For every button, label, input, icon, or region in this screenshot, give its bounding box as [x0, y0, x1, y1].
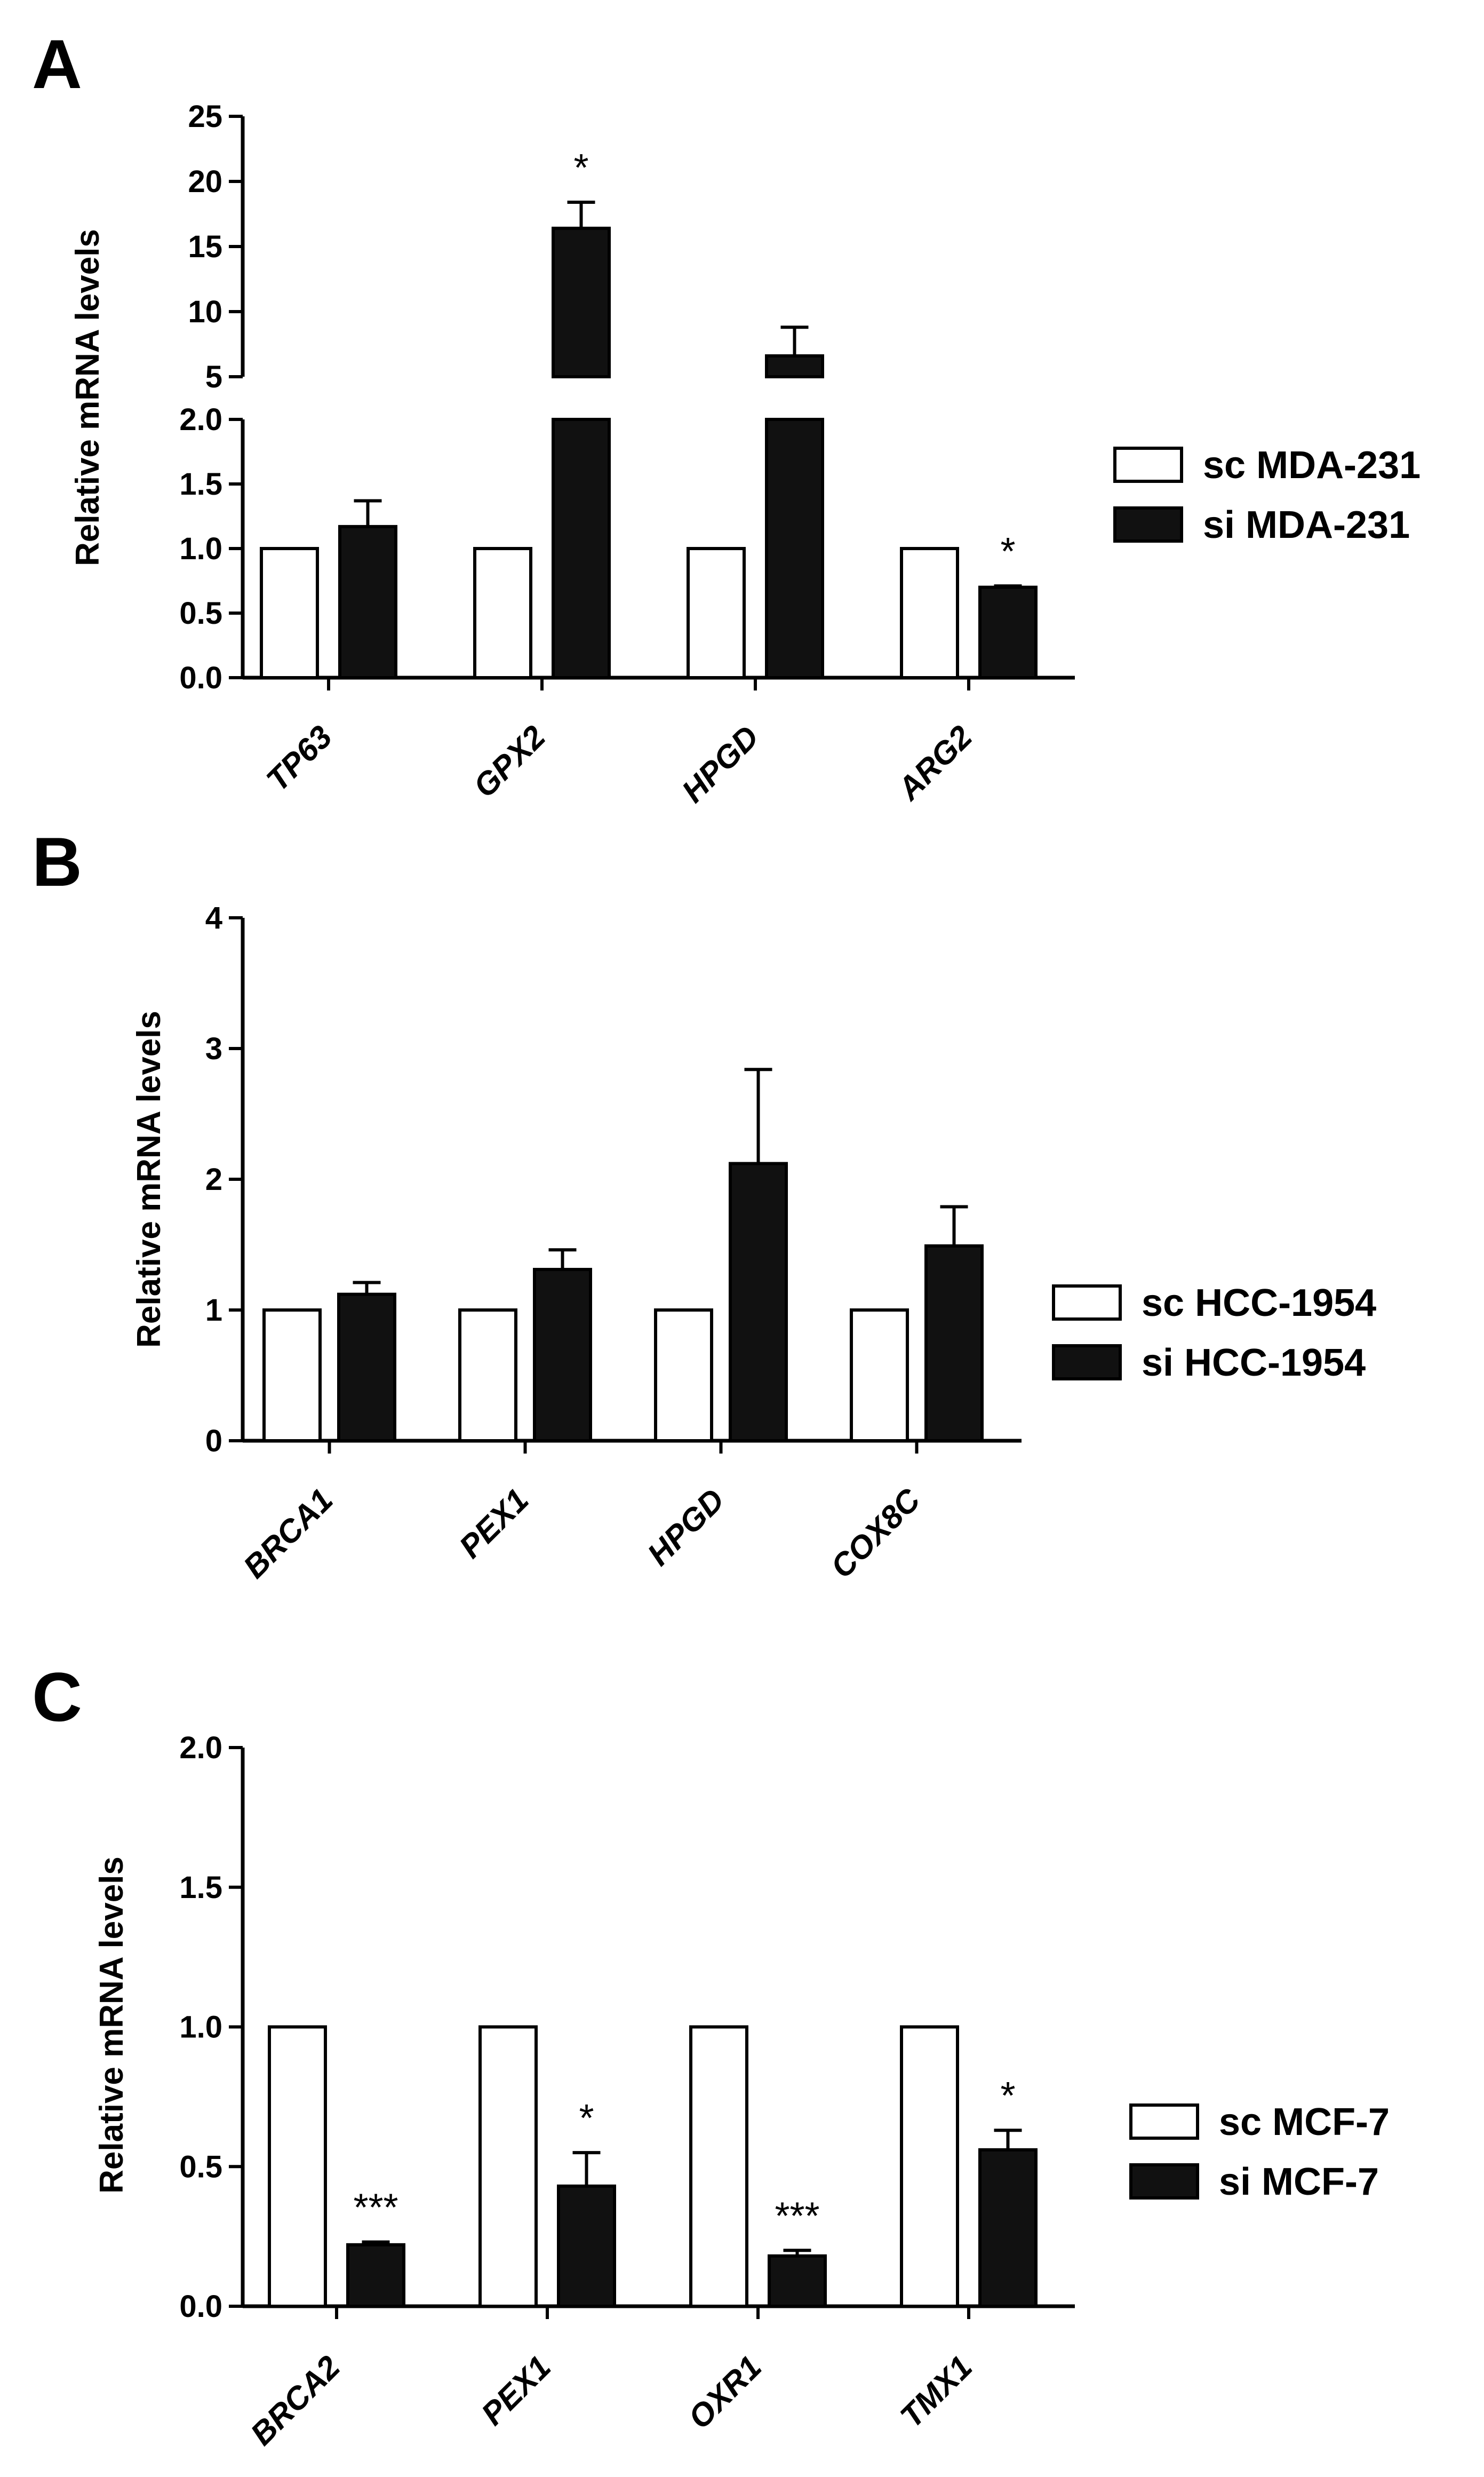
x-category-label: COX8C [824, 1481, 928, 1585]
y-tick-label: 15 [188, 229, 222, 264]
bar [478, 2025, 538, 2308]
legend-swatch [1129, 2163, 1199, 2200]
panel-b-letter: B [32, 823, 82, 901]
legend-label: sc HCC-1954 [1142, 1282, 1376, 1324]
x-category-label: TP63 [259, 719, 339, 798]
x-category-label: BRCA2 [244, 2349, 347, 2452]
legend-label: si HCC-1954 [1142, 1341, 1366, 1384]
bar [337, 1292, 396, 1443]
bar [268, 2025, 327, 2308]
x-category-label: TMX1 [893, 2349, 979, 2435]
y-tick-label: 2.0 [179, 1730, 222, 1765]
y-tick-label: 0.0 [179, 2289, 222, 2324]
panel-a: A 0.0 0.5 1.0 1.5 2.0 5 10 15 20 25 Relative mRNA … [32, 25, 1421, 809]
legend-swatch [1052, 1344, 1122, 1380]
x-category-label: ARG2 [890, 719, 979, 808]
bar [900, 2025, 959, 2308]
bar [260, 547, 319, 679]
legend-swatch [1113, 506, 1183, 543]
bar [687, 547, 746, 679]
y-axis-label: Relative mRNA levels [69, 229, 106, 566]
significance-marker: *** [353, 2187, 398, 2229]
significance-marker: * [1000, 530, 1015, 573]
y-tick-label: 0.5 [179, 2149, 222, 2184]
x-category-label: OXR1 [681, 2349, 768, 2436]
panel-b: B 0 1 2 3 4 Relative mRNA levels BRCA1 PEX1 HPGD… [32, 823, 1376, 1585]
y-tick-label: 0.0 [179, 661, 222, 695]
bar [729, 1162, 788, 1443]
x-category-label: HPGD [675, 719, 765, 809]
y-axis-label: Relative mRNA levels [131, 1011, 167, 1348]
bar [557, 2184, 616, 2308]
bar [765, 354, 824, 379]
bar [552, 226, 611, 378]
y-tick-label: 1.0 [179, 2010, 222, 2045]
y-tick-label: 1.5 [179, 467, 222, 502]
legend-swatch [1129, 2103, 1199, 2140]
y-tick-label: 25 [188, 99, 222, 134]
bar [338, 525, 397, 679]
y-tick-label: 1 [205, 1293, 222, 1328]
panel-c-letter: C [32, 1658, 82, 1736]
bar [900, 547, 959, 679]
y-tick-label: 2 [205, 1162, 222, 1197]
bar [924, 1244, 984, 1442]
legend-swatch [1113, 447, 1183, 483]
x-category-label: HPGD [641, 1482, 731, 1573]
y-tick-label: 4 [205, 901, 222, 935]
significance-marker: * [573, 147, 588, 189]
significance-marker: *** [775, 2195, 819, 2237]
significance-marker: * [579, 2097, 594, 2140]
bar [850, 1308, 909, 1442]
legend-swatch [1052, 1284, 1122, 1321]
bar [689, 2025, 748, 2308]
bar [654, 1308, 713, 1442]
bar [978, 2148, 1038, 2308]
legend-label: sc MCF-7 [1219, 2101, 1390, 2143]
x-category-label: BRCA1 [236, 1482, 340, 1585]
legend-label: si MDA-231 [1203, 504, 1410, 546]
y-tick-label: 5 [205, 360, 222, 394]
significance-marker: * [1000, 2075, 1015, 2117]
y-tick-label: 2.0 [179, 402, 222, 437]
y-tick-label: 20 [188, 164, 222, 199]
panel-a-letter: A [32, 25, 82, 103]
x-category-label: PEX1 [452, 1482, 536, 1565]
bar [346, 2243, 405, 2308]
y-tick-label: 0.5 [179, 596, 222, 631]
bar [768, 2254, 827, 2308]
y-tick-label: 3 [205, 1031, 222, 1066]
bar [552, 418, 611, 679]
bar [978, 585, 1038, 679]
y-axis-label: Relative mRNA levels [93, 1856, 130, 2194]
y-tick-label: 10 [188, 295, 222, 329]
bar [262, 1308, 322, 1442]
y-tick-label: 1.5 [179, 1870, 222, 1905]
x-category-label: GPX2 [467, 719, 553, 805]
y-tick-label: 1.0 [179, 531, 222, 566]
bar [533, 1268, 592, 1443]
x-category-label: PEX1 [474, 2349, 557, 2432]
legend-label: si MCF-7 [1219, 2161, 1379, 2203]
legend-label: sc MDA-231 [1203, 444, 1421, 487]
y-tick-label: 0 [205, 1424, 222, 1458]
bar [765, 418, 824, 679]
bar [458, 1308, 517, 1442]
bar [473, 547, 532, 679]
